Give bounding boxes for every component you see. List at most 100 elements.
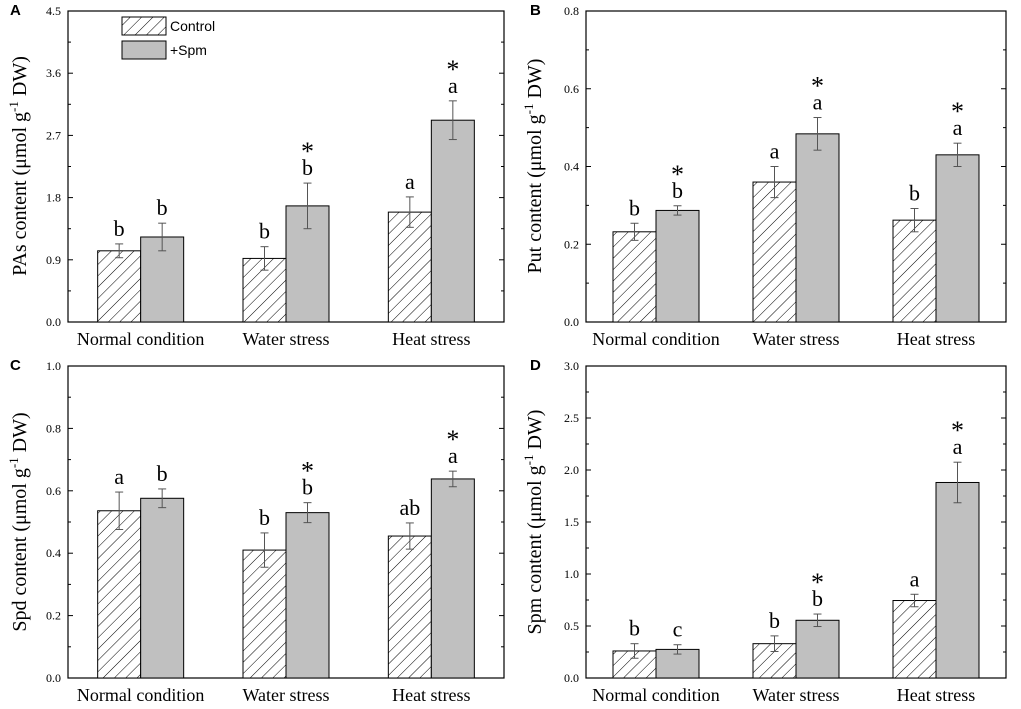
y-axis-label-sup: -1 — [521, 104, 536, 115]
bar-control — [242, 549, 287, 679]
panel-letter: C — [10, 357, 21, 374]
x-tick-label: Water stress — [752, 329, 839, 349]
bar-control — [387, 211, 432, 323]
y-tick-label: 2.5 — [564, 411, 579, 425]
x-tick-label: Normal condition — [592, 685, 719, 704]
y-axis-label-pre: Put content (μmol g — [524, 114, 546, 273]
y-tick-label: 1.5 — [564, 515, 579, 529]
x-tick-label: Heat stress — [392, 329, 470, 349]
legend-swatch — [121, 16, 167, 36]
significance-letter: b — [157, 195, 168, 220]
x-tick-label: Water stress — [752, 685, 839, 704]
y-axis-label-post: DW) — [524, 59, 546, 104]
significance-letter: b — [302, 475, 313, 500]
y-axis-label-post: DW) — [9, 412, 31, 457]
y-tick-label: 2.0 — [564, 463, 579, 477]
y-tick-label: 0.0 — [46, 671, 61, 685]
significance-star: * — [301, 457, 314, 486]
y-axis-label: Spd content (μmol g-1 DW) — [6, 412, 31, 631]
y-axis-label-pre: PAs content (μmol g — [9, 112, 31, 276]
significance-letter: ab — [399, 495, 420, 520]
significance-star: * — [951, 97, 964, 126]
y-axis-label-sup: -1 — [6, 101, 21, 112]
y-tick-label: 0.9 — [46, 253, 61, 267]
x-tick-label: Normal condition — [77, 329, 204, 349]
significance-letter: a — [953, 434, 963, 459]
y-tick-label: 3.0 — [564, 359, 579, 373]
significance-letter: b — [909, 180, 920, 205]
bar-plus-spm — [430, 119, 475, 323]
bar-control — [892, 600, 937, 679]
y-tick-label: 0.6 — [564, 82, 579, 96]
bar-plus-spm — [655, 209, 700, 323]
y-tick-label: 1.0 — [46, 359, 61, 373]
bar-control — [387, 535, 432, 679]
bar-plus-spm — [140, 497, 185, 679]
y-tick-label: 3.6 — [46, 66, 61, 80]
bar-control — [97, 510, 142, 679]
significance-letter: a — [448, 73, 458, 98]
y-tick-label: 0.2 — [564, 237, 579, 251]
significance-star: * — [446, 425, 459, 454]
bar-control — [612, 231, 657, 323]
y-tick-label: 1.0 — [564, 567, 579, 581]
y-tick-label: 1.8 — [46, 191, 61, 205]
significance-letter: b — [302, 155, 313, 180]
significance-star: * — [811, 72, 824, 101]
y-tick-label: 0.0 — [564, 315, 579, 329]
bar-plus-spm — [795, 133, 840, 323]
significance-letter: c — [673, 617, 683, 642]
significance-star: * — [671, 160, 684, 189]
bar-plus-spm — [935, 154, 980, 323]
significance-letter: a — [405, 169, 415, 194]
panel-a: A 0.0 0.9 1.8 2.7 3.6 4.5 PAs content (μmol g-1… — [6, 2, 505, 349]
y-axis-label: Spm content (μmol g-1 DW) — [521, 410, 546, 635]
y-tick-label: 2.7 — [46, 128, 61, 142]
y-axis-label-pre: Spm content (μmol g — [524, 465, 546, 634]
y-tick-label: 0.0 — [564, 671, 579, 685]
significance-letter: b — [769, 608, 780, 633]
x-tick-label: Water stress — [242, 685, 329, 704]
significance-letter: b — [629, 616, 640, 641]
y-axis-label-pre: Spd content (μmol g — [9, 468, 31, 632]
bar-plus-spm — [935, 481, 980, 679]
panel-letter: B — [530, 2, 541, 19]
y-tick-label: 0.4 — [46, 546, 61, 560]
panel-d: D 0.0 0.5 1.0 1.5 2.0 2.5 3.0 Spm content (μmol … — [521, 357, 1007, 705]
y-axis-label: PAs content (μmol g-1 DW) — [6, 56, 31, 276]
panel-letter: A — [10, 2, 21, 19]
x-tick-label: Heat stress — [897, 329, 975, 349]
bar-plus-spm — [285, 512, 330, 679]
panel-letter: D — [530, 357, 541, 374]
significance-letter: b — [114, 216, 125, 241]
x-tick-label: Normal condition — [77, 685, 204, 704]
y-tick-label: 0.8 — [564, 4, 579, 18]
significance-star: * — [446, 55, 459, 84]
y-tick-label: 0.2 — [46, 609, 61, 623]
y-tick-label: 0.0 — [46, 315, 61, 329]
x-tick-label: Water stress — [242, 329, 329, 349]
significance-letter: b — [812, 586, 823, 611]
bar-control — [97, 250, 142, 323]
x-tick-label: Normal condition — [592, 329, 719, 349]
y-tick-label: 0.8 — [46, 421, 61, 435]
legend-swatch — [121, 40, 167, 60]
significance-letter: a — [910, 566, 920, 591]
y-axis-label-post: DW) — [9, 56, 31, 101]
bar-control — [892, 219, 937, 323]
bar-control — [752, 181, 797, 323]
significance-letter: b — [259, 219, 270, 244]
legend-label: Control — [170, 18, 215, 34]
y-axis-label: Put content (μmol g-1 DW) — [521, 59, 546, 274]
significance-letter: b — [629, 195, 640, 220]
significance-letter: a — [813, 90, 823, 115]
y-tick-label: 4.5 — [46, 4, 61, 18]
panel-b: B 0.0 0.2 0.4 0.6 0.8 Put content (μmol g-1 DW… — [521, 2, 1007, 349]
y-axis-label-sup: -1 — [521, 455, 536, 466]
y-tick-label: 0.4 — [564, 160, 579, 174]
y-tick-label: 0.5 — [564, 619, 579, 633]
significance-star: * — [951, 416, 964, 445]
bar-plus-spm — [430, 478, 475, 679]
